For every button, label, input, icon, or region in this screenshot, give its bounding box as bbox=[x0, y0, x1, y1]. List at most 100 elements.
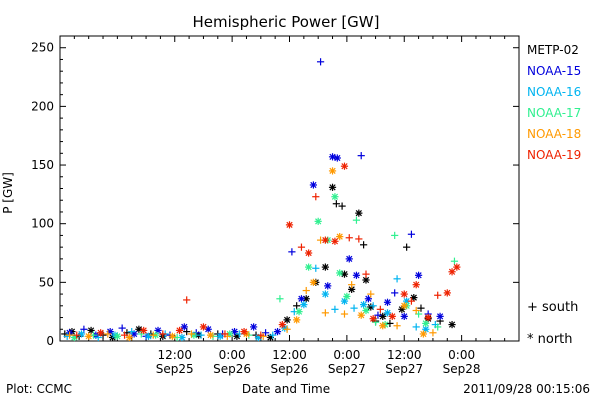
y-axis-label: P [GW] bbox=[1, 172, 15, 214]
north-point-noaa-15 bbox=[383, 298, 392, 306]
north-point-noaa-17 bbox=[331, 193, 339, 201]
south-point-metp-02 bbox=[332, 200, 340, 208]
north-point-noaa-19 bbox=[97, 329, 105, 337]
north-point-noaa-19 bbox=[443, 289, 451, 297]
x-tick-label-date: Sep26 bbox=[271, 362, 309, 376]
north-point-noaa-18 bbox=[357, 311, 365, 319]
x-tick-label-date: Sep28 bbox=[443, 362, 481, 376]
north-point-noaa-19 bbox=[140, 326, 148, 335]
south-point-noaa-19 bbox=[221, 330, 229, 338]
south-point-noaa-16 bbox=[412, 323, 420, 331]
x-tick-label-time: 0:00 bbox=[219, 348, 246, 362]
north-point-noaa-16 bbox=[300, 301, 308, 309]
south-point-noaa-15 bbox=[391, 289, 399, 297]
north-point-noaa-17 bbox=[314, 217, 322, 225]
south-point-noaa-19 bbox=[183, 296, 191, 304]
north-point-noaa-17 bbox=[305, 263, 313, 271]
north-point-noaa-19 bbox=[388, 312, 396, 320]
north-point-noaa-19 bbox=[285, 221, 294, 229]
north-point-noaa-18 bbox=[309, 278, 318, 286]
north-point-noaa-17 bbox=[362, 306, 370, 315]
south-point-metp-02 bbox=[360, 241, 368, 249]
north-point-noaa-17 bbox=[343, 292, 351, 301]
plot-timestamp: 2011/09/28 00:15:06 bbox=[463, 382, 590, 396]
south-point-metp-02 bbox=[417, 304, 425, 312]
north-point-noaa-15 bbox=[297, 295, 306, 303]
south-point-noaa-19 bbox=[376, 305, 384, 313]
south-point-noaa-15 bbox=[316, 58, 325, 66]
north-point-metp-02 bbox=[340, 270, 349, 278]
y-tick-label: 100 bbox=[31, 217, 54, 231]
north-point-noaa-15 bbox=[328, 153, 337, 161]
north-point-noaa-18 bbox=[168, 332, 176, 340]
north-point-metp-02 bbox=[328, 183, 337, 191]
north-point-noaa-18 bbox=[336, 232, 344, 241]
north-point-noaa-19 bbox=[453, 263, 461, 271]
y-tick-label: 250 bbox=[31, 41, 54, 55]
south-point-noaa-15 bbox=[374, 311, 382, 319]
north-point-noaa-19 bbox=[240, 328, 248, 336]
south-point-noaa-16 bbox=[269, 331, 277, 339]
x-tick-label-time: 12:00 bbox=[272, 348, 307, 362]
north-point-noaa-18 bbox=[293, 316, 301, 324]
series-legend: METP-02 NOAA-15 NOAA-16 NOAA-17 NOAA-18 NOAA-… bbox=[527, 43, 581, 162]
north-point-noaa-15 bbox=[400, 312, 408, 320]
south-point-noaa-18 bbox=[149, 331, 157, 339]
south-point-noaa-19 bbox=[362, 270, 370, 278]
north-point-metp-02 bbox=[321, 263, 329, 271]
north-point-metp-02 bbox=[448, 320, 456, 329]
north-point-noaa-17 bbox=[295, 308, 303, 316]
south-point-noaa-18 bbox=[340, 310, 349, 318]
north-point-noaa-16 bbox=[144, 332, 153, 340]
north-point-noaa-19 bbox=[424, 313, 432, 322]
south-point-noaa-16 bbox=[393, 275, 401, 283]
north-point-noaa-18 bbox=[328, 167, 337, 175]
south-point-metp-02 bbox=[403, 243, 411, 251]
south-point-noaa-17 bbox=[276, 295, 284, 303]
south-point-noaa-19 bbox=[257, 331, 265, 339]
north-point-noaa-16 bbox=[321, 290, 329, 298]
south-point-noaa-19 bbox=[159, 330, 167, 338]
south-point-noaa-19 bbox=[312, 193, 320, 201]
x-tick-label-date: Sep27 bbox=[328, 362, 366, 376]
north-point-noaa-19 bbox=[175, 326, 184, 335]
south-point-noaa-16 bbox=[128, 328, 136, 336]
y-tick-label: 150 bbox=[31, 158, 54, 172]
south-point-noaa-17 bbox=[352, 216, 361, 224]
south-point-noaa-16 bbox=[350, 304, 358, 312]
x-tick-label-time: 12:00 bbox=[157, 348, 192, 362]
south-point-noaa-15 bbox=[357, 152, 365, 160]
north-point-noaa-16 bbox=[383, 309, 392, 317]
north-point-noaa-18 bbox=[419, 330, 427, 338]
south-point-noaa-15 bbox=[288, 248, 296, 256]
south-point-noaa-17 bbox=[450, 257, 459, 265]
south-point-noaa-19 bbox=[407, 297, 416, 305]
south-point-noaa-19 bbox=[434, 291, 442, 299]
legend-entry: NOAA-15 bbox=[527, 64, 581, 78]
south-point-noaa-15 bbox=[118, 324, 126, 332]
y-tick-label: 0 bbox=[46, 334, 54, 348]
x-tick-label-time: 0:00 bbox=[333, 348, 360, 362]
south-point-noaa-19 bbox=[120, 331, 129, 339]
north-point-noaa-18 bbox=[379, 322, 387, 330]
north-point-noaa-17 bbox=[113, 332, 121, 340]
north-point-noaa-18 bbox=[85, 332, 93, 340]
north-point-noaa-19 bbox=[199, 323, 208, 331]
north-point-noaa-15 bbox=[180, 323, 188, 331]
south-point-metp-02 bbox=[386, 319, 394, 328]
south-point-metp-02 bbox=[338, 202, 346, 210]
south-point-noaa-18 bbox=[321, 309, 329, 317]
north-point-noaa-16 bbox=[77, 330, 86, 338]
south-point-noaa-17 bbox=[434, 323, 442, 331]
south-point-noaa-18 bbox=[348, 281, 356, 289]
south-point-noaa-18 bbox=[412, 306, 420, 315]
x-tick-label-time: 0:00 bbox=[448, 348, 475, 362]
north-point-noaa-15 bbox=[309, 181, 318, 189]
south-point-noaa-18 bbox=[104, 330, 112, 338]
north-point-noaa-15 bbox=[333, 154, 341, 162]
north-point-noaa-18 bbox=[207, 331, 215, 339]
south-point-noaa-17 bbox=[173, 333, 181, 342]
south-point-noaa-18 bbox=[302, 286, 310, 295]
south-point-noaa-16 bbox=[331, 305, 339, 313]
